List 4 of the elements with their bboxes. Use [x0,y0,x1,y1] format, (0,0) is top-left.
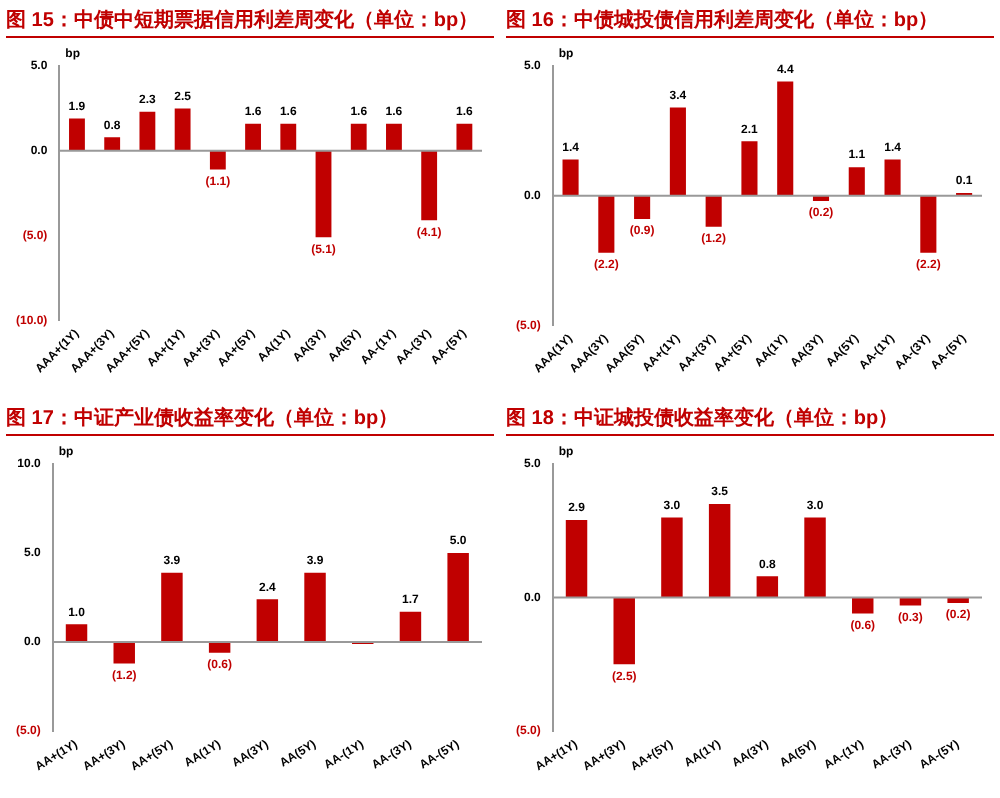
chart-title: 图 17：中证产业债收益率变化（单位：bp） [6,404,494,436]
chart-title: 图 18：中证城投债收益率变化（单位：bp） [506,404,994,436]
chart-title: 图 15：中债中短期票据信用利差周变化（单位：bp） [6,6,494,38]
chart-title: 图 16：中债城投债信用利差周变化（单位：bp） [506,6,994,38]
